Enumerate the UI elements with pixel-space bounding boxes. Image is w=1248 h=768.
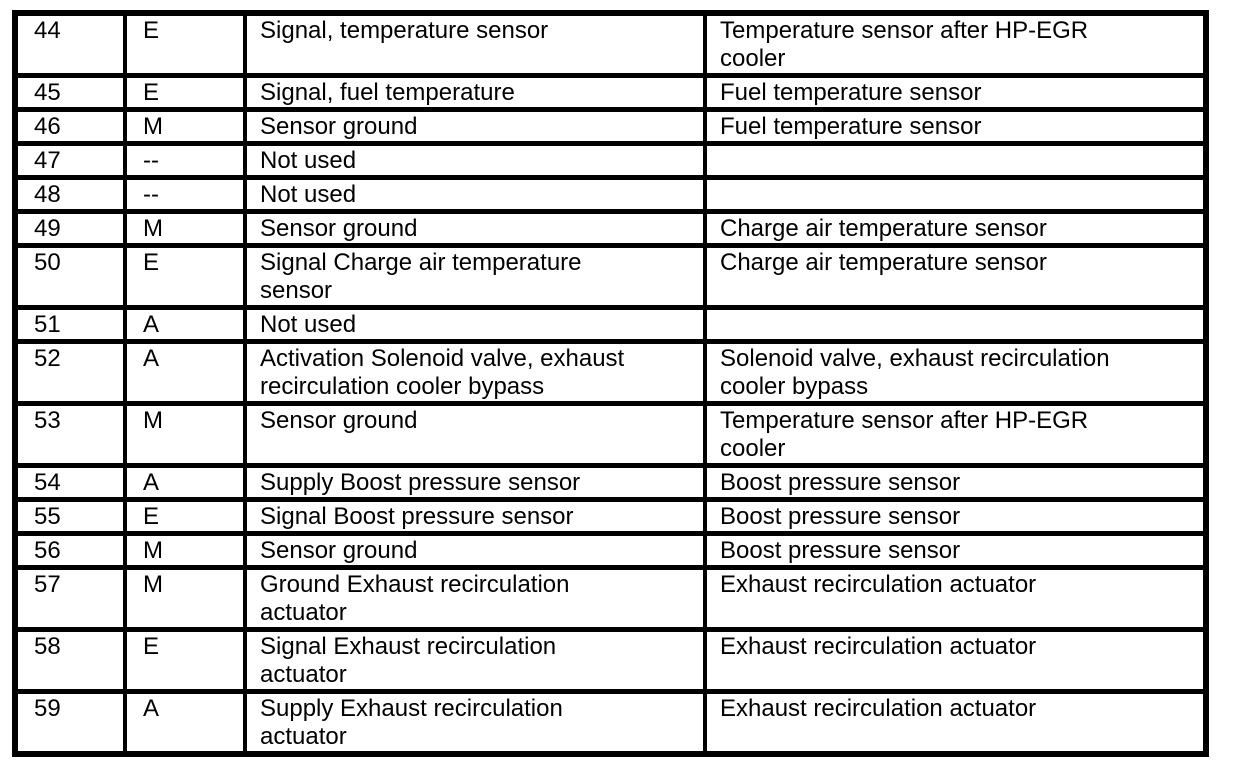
type-cell: E [123, 627, 247, 694]
component-cell: Charge air temperature sensor [703, 243, 1208, 310]
signal-cell: Not used [243, 175, 707, 214]
type-cell: M [123, 401, 247, 468]
type-cell: A [123, 339, 247, 406]
signal-cell: Activation Solenoid valve, exhaust recir… [243, 339, 707, 406]
pin-cell: 48 [13, 175, 127, 214]
component-cell: Solenoid valve, exhaust recirculation co… [703, 339, 1208, 406]
type-cell: E [123, 497, 247, 536]
component-cell: Boost pressure sensor [703, 497, 1208, 536]
signal-cell: Sensor ground [243, 531, 707, 570]
table-row: 52 A Activation Solenoid valve, exhaust re… [13, 339, 1208, 406]
pin-cell: 46 [13, 107, 127, 146]
component-cell: Boost pressure sensor [703, 463, 1208, 502]
signal-cell: Not used [243, 141, 707, 180]
pin-cell: 51 [13, 305, 127, 344]
signal-cell: Signal Exhaust recirculation actuator [243, 627, 707, 694]
signal-cell: Supply Exhaust recirculation actuator [243, 689, 707, 757]
type-cell: A [123, 463, 247, 502]
signal-cell: Supply Boost pressure sensor [243, 463, 707, 502]
table-row: 57 M Ground Exhaust recirculation actuator… [13, 565, 1208, 632]
pin-table-body: 44 E Signal, temperature sensor Temperature… [13, 10, 1208, 757]
component-cell: Exhaust recirculation actuator [703, 627, 1208, 694]
table-row: 50 E Signal Charge air temperature sensor C… [13, 243, 1208, 310]
table-row: 54 A Supply Boost pressure sensor Boost pre… [13, 463, 1208, 502]
signal-cell: Sensor ground [243, 401, 707, 468]
type-cell: E [123, 73, 247, 112]
component-cell: Exhaust recirculation actuator [703, 689, 1208, 757]
pin-cell: 53 [13, 401, 127, 468]
type-cell: -- [123, 141, 247, 180]
signal-cell: Not used [243, 305, 707, 344]
type-cell: -- [123, 175, 247, 214]
type-cell: M [123, 531, 247, 570]
table-row: 49 M Sensor ground Charge air temperature s… [13, 209, 1208, 248]
signal-cell: Signal Boost pressure sensor [243, 497, 707, 536]
component-cell [703, 305, 1208, 344]
type-cell: A [123, 305, 247, 344]
pin-cell: 58 [13, 627, 127, 694]
pin-cell: 55 [13, 497, 127, 536]
signal-cell: Sensor ground [243, 107, 707, 146]
pin-cell: 50 [13, 243, 127, 310]
table-row: 58 E Signal Exhaust recirculation actuator… [13, 627, 1208, 694]
component-cell: Temperature sensor after HP-EGR cooler [703, 10, 1208, 78]
component-cell [703, 141, 1208, 180]
table-row: 56 M Sensor ground Boost pressure sensor [13, 531, 1208, 570]
table-row: 53 M Sensor ground Temperature sensor after… [13, 401, 1208, 468]
component-cell: Fuel temperature sensor [703, 73, 1208, 112]
pin-cell: 47 [13, 141, 127, 180]
type-cell: A [123, 689, 247, 757]
signal-cell: Signal, fuel temperature [243, 73, 707, 112]
type-cell: E [123, 10, 247, 78]
table-row: 46 M Sensor ground Fuel temperature sensor [13, 107, 1208, 146]
signal-cell: Signal Charge air temperature sensor [243, 243, 707, 310]
signal-cell: Signal, temperature sensor [243, 10, 707, 78]
table-row: 55 E Signal Boost pressure sensor Boost pre… [13, 497, 1208, 536]
pin-cell: 44 [13, 10, 127, 78]
type-cell: M [123, 209, 247, 248]
component-cell: Charge air temperature sensor [703, 209, 1208, 248]
table-row: 51 A Not used [13, 305, 1208, 344]
table-row: 59 A Supply Exhaust recirculation actuator… [13, 689, 1208, 757]
component-cell: Temperature sensor after HP-EGR cooler [703, 401, 1208, 468]
pin-cell: 56 [13, 531, 127, 570]
component-cell [703, 175, 1208, 214]
pin-cell: 52 [13, 339, 127, 406]
type-cell: E [123, 243, 247, 310]
table-row: 45 E Signal, fuel temperature Fuel temperat… [13, 73, 1208, 112]
component-cell: Boost pressure sensor [703, 531, 1208, 570]
pin-cell: 45 [13, 73, 127, 112]
component-cell: Fuel temperature sensor [703, 107, 1208, 146]
pin-cell: 59 [13, 689, 127, 757]
signal-cell: Ground Exhaust recirculation actuator [243, 565, 707, 632]
type-cell: M [123, 107, 247, 146]
type-cell: M [123, 565, 247, 632]
signal-cell: Sensor ground [243, 209, 707, 248]
pin-cell: 57 [13, 565, 127, 632]
pin-cell: 54 [13, 463, 127, 502]
table-row: 44 E Signal, temperature sensor Temperature… [13, 10, 1208, 78]
pin-assignment-table: 44 E Signal, temperature sensor Temperature… [12, 10, 1209, 757]
component-cell: Exhaust recirculation actuator [703, 565, 1208, 632]
table-row: 47 -- Not used [13, 141, 1208, 180]
table-row: 48 -- Not used [13, 175, 1208, 214]
pin-cell: 49 [13, 209, 127, 248]
